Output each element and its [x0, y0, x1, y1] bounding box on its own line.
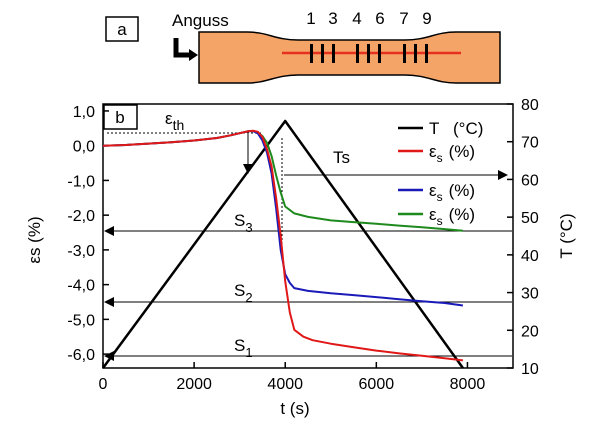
eps-th-annotation: εth [165, 109, 184, 133]
legend-item-s2: εs (%) [398, 181, 475, 204]
y-right-axis-ticks: 10 20 30 40 50 60 70 80 [507, 97, 539, 378]
legend-item-s1: εs (%) [398, 142, 475, 165]
y-right-axis-label: T (°C) [557, 213, 576, 258]
sensor-mark [356, 44, 359, 63]
panel-a: a Anguss 1 3 4 6 7 9 [105, 9, 501, 84]
x-tick-label: 8000 [450, 376, 486, 393]
sensor-number: 4 [352, 9, 361, 28]
sensor-number: 9 [422, 9, 431, 28]
sensor-mark [321, 44, 324, 63]
sensor-mark [403, 44, 406, 63]
legend-label: εs (%) [429, 142, 475, 165]
sensor-mark [367, 44, 370, 63]
gate-label: Anguss [172, 11, 229, 30]
sensor-numbers: 1 3 4 6 7 9 [306, 9, 431, 28]
legend-unit: (°C) [453, 119, 483, 138]
y-right-tick-label: 20 [521, 323, 539, 340]
sensor-mark [414, 44, 417, 63]
y-left-tick-label: 0,0 [73, 139, 95, 156]
ts-arrowhead-icon [498, 170, 508, 180]
x-axis-label: t (s) [280, 399, 309, 418]
y-right-tick-label: 40 [521, 248, 539, 265]
y-left-tick-label: -2,0 [67, 208, 95, 225]
x-axis-ticks: 0 2000 4000 6000 8000 [99, 362, 486, 393]
panel-a-label: a [117, 20, 127, 39]
sensor-marks [310, 44, 428, 63]
panel-b-label-box [103, 104, 138, 130]
sensor-number: 6 [375, 9, 384, 28]
x-tick-label: 0 [99, 376, 108, 393]
y-left-axis-label: εs (%) [25, 216, 44, 263]
y-right-tick-label: 70 [521, 135, 539, 152]
y-right-tick-label: 10 [521, 361, 539, 378]
x-tick-label: 2000 [176, 376, 212, 393]
gate-arrowhead-icon [189, 49, 198, 61]
legend-symbol: T [429, 119, 439, 138]
series-line-s2 [102, 130, 464, 307]
s2-annotation: S2 [234, 281, 253, 305]
panel-b-label: b [115, 108, 124, 127]
series-line-s1 [102, 129, 464, 362]
y-right-tick-label: 80 [521, 97, 539, 114]
y-left-tick-label: -1,0 [67, 173, 95, 190]
series-layer [101, 119, 464, 369]
annotations [104, 132, 512, 361]
s3-arrowhead-icon [104, 226, 114, 236]
series-line-temperature [101, 119, 464, 369]
y-right-tick-label: 60 [521, 172, 539, 189]
legend-label: εs (%) [429, 181, 475, 204]
sensor-number: 7 [399, 9, 408, 28]
ts-annotation: Ts [333, 148, 350, 167]
s1-annotation: S1 [234, 336, 253, 360]
gate-arrow-icon [173, 38, 192, 58]
y-left-tick-label: -5,0 [67, 312, 95, 329]
legend-item-temperature: T (°C) [398, 119, 483, 138]
sensor-mark [332, 44, 335, 63]
x-tick-label: 6000 [359, 376, 395, 393]
panel-a-label-box [105, 16, 139, 42]
sensor-mark [310, 44, 313, 63]
x-tick-label: 4000 [267, 376, 303, 393]
panel-b: b 0 2000 4000 6000 8000 1,0 0,0 -1,0 -2,0 -3,0 -4… [25, 97, 576, 418]
specimen-shape [198, 31, 501, 84]
plot-frame [102, 103, 514, 369]
series-line-s3 [102, 130, 463, 232]
y-left-tick-label: -3,0 [67, 243, 95, 260]
sensor-number: 3 [328, 9, 337, 28]
y-left-tick-label: -6,0 [67, 347, 95, 364]
s3-annotation: S3 [234, 211, 253, 235]
y-left-tick-label: -4,0 [67, 278, 95, 295]
y-left-tick-label: 1,0 [73, 104, 95, 121]
s2-arrowhead-icon [104, 297, 114, 307]
sensor-mark [425, 44, 428, 63]
sensor-mark [378, 44, 381, 63]
legend-item-s3: εs (%) [398, 205, 475, 228]
y-right-tick-label: 50 [521, 210, 539, 227]
sensor-number: 1 [306, 9, 315, 28]
legend-label: εs (%) [429, 205, 475, 228]
y-right-tick-label: 30 [521, 286, 539, 303]
legend: T (°C) εs (%) εs (%) εs (%) [398, 119, 483, 228]
